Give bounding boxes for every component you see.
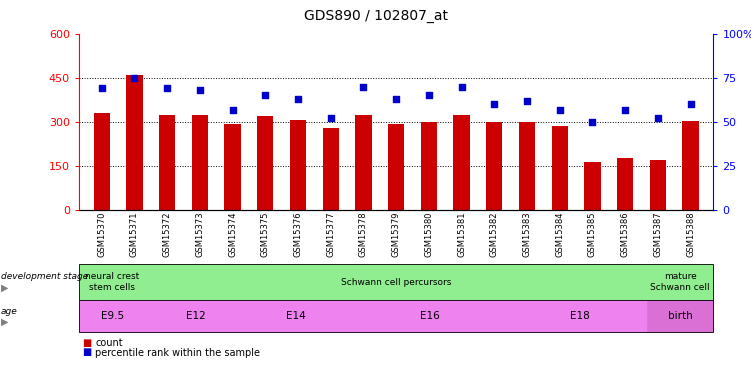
Point [456,84,468,90]
Bar [454,114,470,210]
Text: ■: ■ [83,338,92,348]
Text: mature
Schwann cell: mature Schwann cell [650,273,710,292]
Point [423,93,435,99]
Bar [584,162,601,210]
Point [128,75,140,81]
Point [194,87,206,93]
Point [652,116,664,122]
Point [357,84,369,90]
Text: age: age [1,307,17,316]
Text: E18: E18 [570,311,590,321]
Bar [551,126,568,210]
Bar [421,123,437,210]
Text: GDS890 / 102807_at: GDS890 / 102807_at [303,9,448,23]
Point [259,93,271,99]
Point [324,116,336,122]
Bar [290,120,306,210]
Text: count: count [95,338,123,348]
Bar [683,121,698,210]
Text: E12: E12 [186,311,206,321]
Point [292,96,304,102]
Bar [192,114,208,210]
Text: ■: ■ [83,348,92,357]
Point [95,86,107,92]
Text: E14: E14 [286,311,306,321]
Point [521,98,533,104]
Text: ▶: ▶ [1,316,8,327]
Point [553,106,566,112]
Bar [225,124,241,210]
Bar [617,158,633,210]
Text: ▶: ▶ [1,283,8,293]
Bar [355,114,372,210]
Bar [519,122,535,210]
Point [488,101,500,107]
Point [391,96,403,102]
Point [587,119,599,125]
Point [619,106,631,112]
Point [227,106,239,112]
Bar [322,128,339,210]
Text: neural crest
stem cells: neural crest stem cells [85,273,140,292]
Text: E9.5: E9.5 [101,311,124,321]
Text: development stage: development stage [1,272,88,281]
Bar [650,160,666,210]
Bar [388,124,404,210]
Bar [486,123,502,210]
Bar [126,75,143,210]
Point [161,86,173,92]
Bar [257,116,273,210]
Text: E16: E16 [420,311,439,321]
Bar [94,113,110,210]
Bar [159,114,175,210]
Text: birth: birth [668,311,692,321]
Text: Schwann cell percursors: Schwann cell percursors [341,278,451,286]
Text: percentile rank within the sample: percentile rank within the sample [95,348,261,357]
Point [685,101,697,107]
